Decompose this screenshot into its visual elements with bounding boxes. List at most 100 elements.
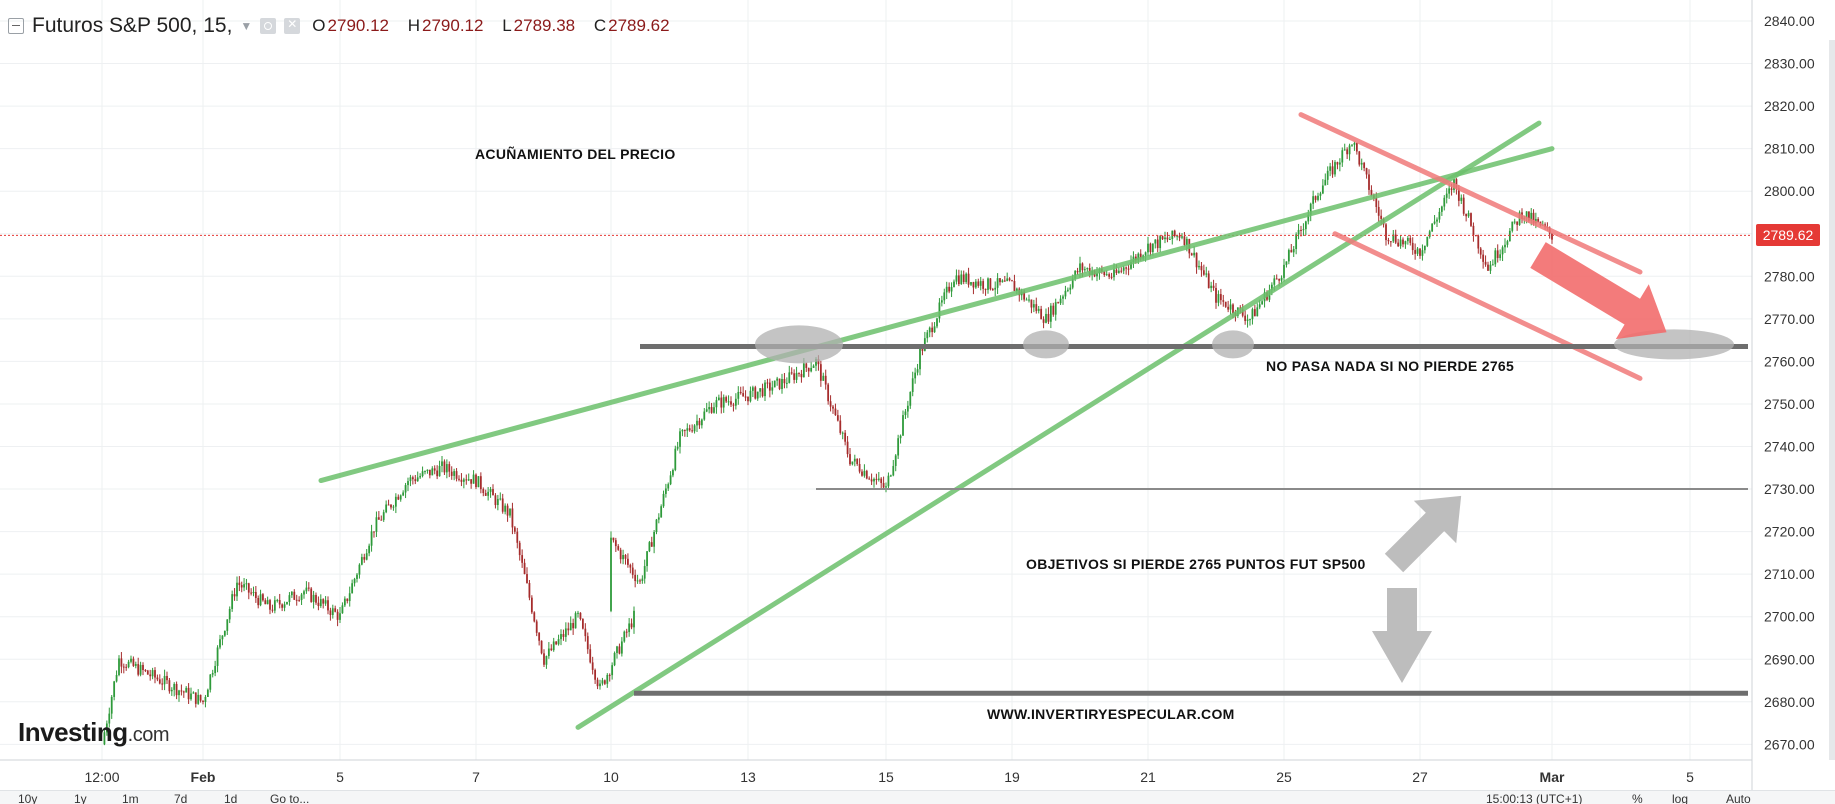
candle-body xyxy=(482,489,485,494)
candle-body xyxy=(1253,309,1256,317)
candle-body xyxy=(1171,230,1174,239)
symbol-title[interactable]: Futuros S&P 500, 15, xyxy=(32,14,233,37)
collapse-icon[interactable] xyxy=(8,18,24,34)
candle-body xyxy=(404,485,407,493)
candle-body xyxy=(1232,304,1234,314)
candle-body xyxy=(1499,254,1502,259)
candle-body xyxy=(715,400,718,408)
candle-body xyxy=(641,578,644,581)
candle-body xyxy=(281,604,284,608)
candle-body xyxy=(798,372,800,374)
ohlc-open-key: O xyxy=(312,16,326,35)
grid xyxy=(0,0,1752,760)
candle-body xyxy=(530,597,533,613)
candle-body xyxy=(953,281,955,288)
green-trendline[interactable] xyxy=(318,146,1555,484)
candle-body xyxy=(892,465,895,476)
candle-body xyxy=(455,471,458,479)
candle-body xyxy=(1455,179,1458,189)
candle-body xyxy=(948,286,951,292)
y-tick-label: 2750.00 xyxy=(1764,396,1815,412)
candle-body xyxy=(817,358,820,365)
candle-body xyxy=(1086,268,1089,270)
scrollbar[interactable] xyxy=(1829,40,1835,760)
candle-body xyxy=(790,372,793,374)
candle-body xyxy=(1525,211,1528,219)
close-icon[interactable] xyxy=(284,17,301,34)
range-10y-button[interactable]: 10y xyxy=(18,792,38,804)
auto-toggle[interactable]: Auto xyxy=(1726,792,1751,804)
candle-body xyxy=(526,574,528,584)
red-channel-line[interactable] xyxy=(1332,231,1643,381)
candle-body xyxy=(477,476,480,488)
candle-body xyxy=(822,375,825,381)
candle-body xyxy=(734,398,737,406)
candle-body xyxy=(1334,162,1336,175)
candle-body xyxy=(1300,229,1302,231)
candle-body xyxy=(764,382,766,397)
candle-body xyxy=(142,664,144,671)
x-tick-label: 5 xyxy=(336,769,344,785)
candle-body xyxy=(972,282,975,288)
candle-body xyxy=(252,592,255,594)
candle-body xyxy=(601,680,604,684)
candle-body xyxy=(754,387,757,399)
range-7d-button[interactable]: 7d xyxy=(174,792,188,804)
candle-body xyxy=(1207,273,1210,289)
goto-button[interactable]: Go to... xyxy=(270,792,310,804)
candle-body xyxy=(436,470,439,477)
time-axis[interactable]: 12:00 Feb 5 7 10 13 15 19 21 25 27 Mar 5 xyxy=(84,769,1694,785)
candle-body xyxy=(1504,244,1506,248)
candle-body xyxy=(899,435,902,439)
candle-body xyxy=(653,532,656,547)
candle-body xyxy=(1470,213,1472,226)
candle-body xyxy=(1193,252,1196,256)
candle-body xyxy=(103,732,106,745)
candle-body xyxy=(827,384,830,402)
candle-body xyxy=(228,609,231,620)
candle-body xyxy=(1501,247,1504,255)
y-tick-label: 2820.00 xyxy=(1764,98,1815,114)
candle-body xyxy=(589,649,592,663)
red-channel-line[interactable] xyxy=(1298,112,1643,275)
candle-body xyxy=(1370,189,1373,196)
y-tick-label: 2690.00 xyxy=(1764,651,1815,667)
candle-body xyxy=(873,478,875,482)
y-tick-label: 2840.00 xyxy=(1764,13,1815,29)
candle-body xyxy=(341,605,344,614)
candle-body xyxy=(725,397,728,402)
candle-body xyxy=(154,670,156,678)
candle-body xyxy=(513,527,516,532)
candle-body xyxy=(1530,212,1533,221)
candle-body xyxy=(1516,221,1519,225)
gray-arrow-down xyxy=(1372,588,1432,683)
log-toggle[interactable]: log xyxy=(1672,792,1689,804)
green-trendline[interactable] xyxy=(575,120,1542,730)
range-1y-button[interactable]: 1y xyxy=(74,792,87,804)
x-tick-label: Mar xyxy=(1540,769,1565,785)
candle-body xyxy=(967,273,970,285)
percent-toggle[interactable]: % xyxy=(1632,792,1643,804)
candle-body xyxy=(987,278,989,290)
candle-body xyxy=(581,619,584,629)
range-1m-button[interactable]: 1m xyxy=(122,792,139,804)
candle-body xyxy=(1057,302,1060,304)
price-axis[interactable]: 2840.002830.002820.002810.002800.002790.… xyxy=(1764,13,1815,752)
settings-icon[interactable] xyxy=(260,18,277,34)
chevron-down-icon[interactable]: ▼ xyxy=(240,19,253,33)
candle-body xyxy=(1465,213,1468,217)
y-tick-label: 2710.00 xyxy=(1764,566,1815,582)
candle-body xyxy=(402,492,405,496)
candle-body xyxy=(122,666,125,668)
candle-body xyxy=(146,670,149,675)
x-tick-label: 25 xyxy=(1276,769,1292,785)
candle-body xyxy=(672,469,674,476)
candle-body xyxy=(127,661,130,668)
candle-body xyxy=(783,378,786,384)
candle-body xyxy=(1353,142,1356,145)
candle-body xyxy=(919,348,921,370)
range-1d-button[interactable]: 1d xyxy=(224,792,238,804)
candle-body xyxy=(521,555,524,563)
candle-body xyxy=(557,639,560,645)
